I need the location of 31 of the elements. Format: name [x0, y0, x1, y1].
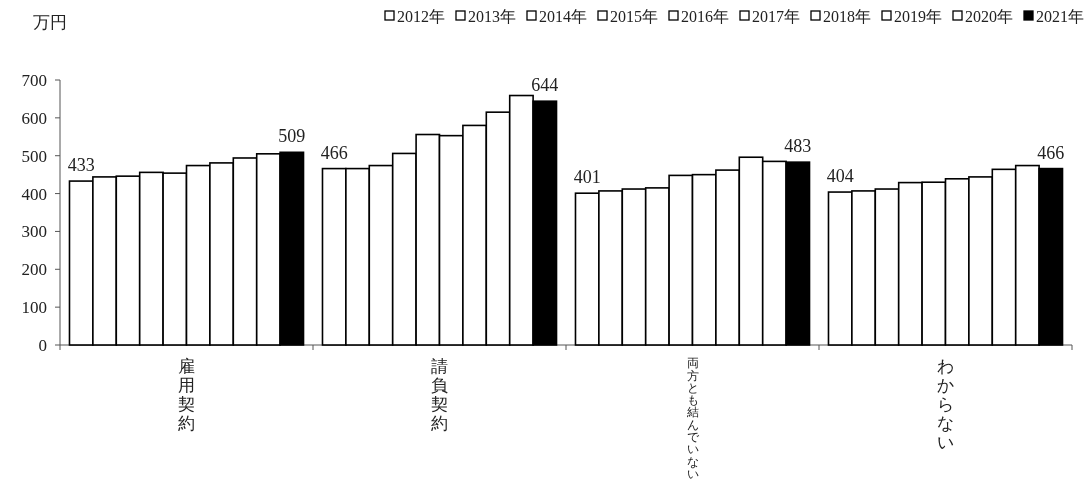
- category-label: 両方とも結んでいない: [686, 357, 699, 481]
- x-tick-label: 雇用契約: [178, 356, 195, 433]
- legend-label: 2012年: [397, 8, 445, 25]
- legend-label: 2016年: [681, 8, 729, 25]
- data-label: 483: [784, 136, 812, 157]
- legend-label: 2013年: [468, 8, 516, 25]
- data-label: 466: [1037, 142, 1065, 163]
- y-tick-label: 700: [21, 71, 47, 90]
- data-label: 401: [573, 167, 601, 188]
- data-label: 509: [278, 126, 306, 147]
- legend-label: 2020年: [965, 8, 1013, 25]
- y-tick-label: 100: [21, 298, 47, 318]
- legend-label: 2014年: [539, 8, 587, 25]
- data-label: 466: [320, 142, 348, 163]
- y-tick-label: 300: [21, 222, 47, 242]
- x-tick-label: 請負契約: [431, 356, 448, 433]
- y-tick-label: 500: [21, 146, 47, 166]
- y-axis-title: 万円: [33, 13, 67, 32]
- legend-label: 2015年: [610, 8, 658, 25]
- legend-label: 2021年: [1036, 8, 1084, 25]
- legend-label: 2018年: [823, 8, 871, 25]
- legend-label: 2017年: [752, 8, 800, 25]
- legend-label: 2019年: [894, 8, 942, 25]
- data-label: 644: [531, 75, 559, 96]
- data-label: 404: [826, 166, 854, 187]
- y-tick-label: 400: [21, 184, 47, 204]
- y-tick-label: 600: [21, 108, 47, 128]
- y-tick-label: 0: [38, 336, 47, 355]
- x-tick-label: わからない: [937, 356, 954, 452]
- data-label: 433: [67, 155, 95, 176]
- y-tick-label: 200: [21, 260, 47, 280]
